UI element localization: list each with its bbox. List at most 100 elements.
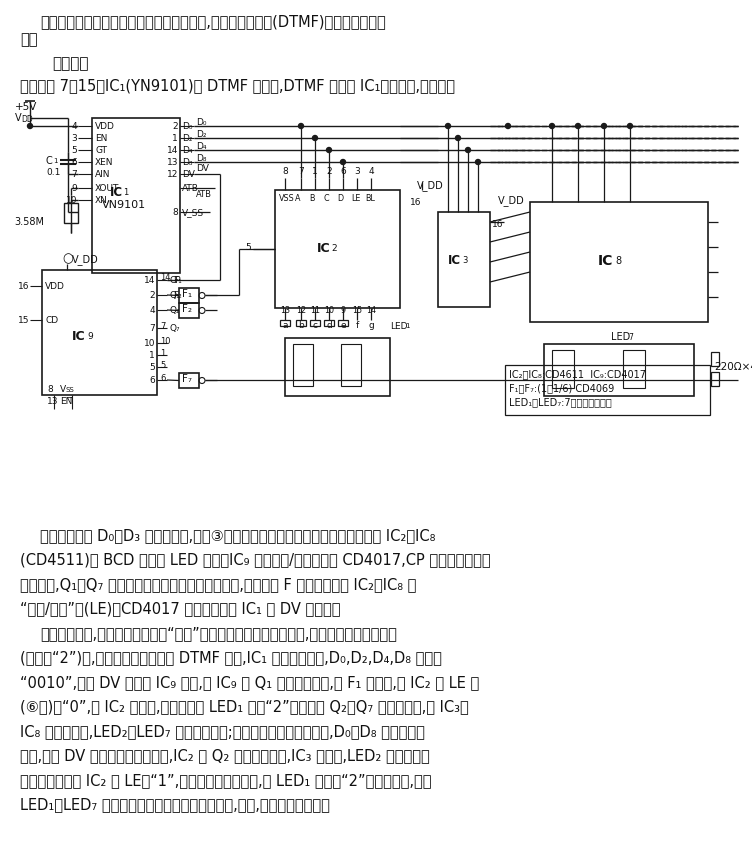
Bar xyxy=(275,190,400,308)
Text: 9: 9 xyxy=(341,306,346,315)
Text: Q₁: Q₁ xyxy=(169,291,180,300)
Bar xyxy=(179,288,199,303)
Circle shape xyxy=(326,148,332,153)
Text: F₁: F₁ xyxy=(182,289,192,299)
Text: 1: 1 xyxy=(160,349,165,358)
Text: AIN: AIN xyxy=(95,170,111,179)
Text: 1: 1 xyxy=(312,167,318,176)
Text: d: d xyxy=(326,321,332,330)
Text: F₂: F₂ xyxy=(173,291,182,300)
Text: IC: IC xyxy=(72,330,86,343)
Text: V_DD: V_DD xyxy=(417,180,444,191)
Text: 7: 7 xyxy=(160,322,165,331)
Text: 4: 4 xyxy=(150,306,155,315)
Circle shape xyxy=(550,123,554,129)
Circle shape xyxy=(299,123,304,129)
Text: 电话摘机,显示器得电而处于“待命”状态。设电话号码为七位数,当摘机者拨第一位数字: 电话摘机,显示器得电而处于“待命”状态。设电话号码为七位数,当摘机者拨第一位数字 xyxy=(40,626,397,641)
Text: D₀: D₀ xyxy=(182,122,193,131)
Text: 4: 4 xyxy=(368,167,374,176)
Bar xyxy=(711,352,719,366)
Text: A: A xyxy=(295,194,301,203)
Bar xyxy=(280,320,290,326)
Text: 3: 3 xyxy=(71,134,77,143)
Text: 12: 12 xyxy=(167,170,178,179)
Text: 8: 8 xyxy=(615,256,621,266)
Text: 10: 10 xyxy=(144,339,155,348)
Text: ○: ○ xyxy=(62,252,73,265)
Text: 10: 10 xyxy=(65,196,77,205)
Text: ATB: ATB xyxy=(196,190,212,199)
Circle shape xyxy=(465,148,471,153)
Text: (假设为“2”)时,电话机便产生相应的 DTMF 信号,IC₁ 收到此信号后,D₀,D₂,D₄,D₈ 便输出: (假设为“2”)时,电话机便产生相应的 DTMF 信号,IC₁ 收到此信号后,D… xyxy=(20,651,442,665)
Text: 2: 2 xyxy=(150,291,155,300)
Text: Q₇: Q₇ xyxy=(169,324,180,333)
Text: 5: 5 xyxy=(71,146,77,155)
Text: F₂: F₂ xyxy=(182,304,192,314)
Text: +5V: +5V xyxy=(15,102,38,112)
Text: 7: 7 xyxy=(298,167,304,176)
Text: D₂: D₂ xyxy=(182,134,193,143)
Text: 15: 15 xyxy=(17,316,29,325)
Text: 5: 5 xyxy=(160,361,165,370)
Text: Q₂: Q₂ xyxy=(169,306,180,315)
Text: 14: 14 xyxy=(160,273,171,282)
Text: 电路见图 7－15。IC₁(YN9101)为 DTMF 译码块,DTMF 信号自 IC₁␇脚进入,被译成四: 电路见图 7－15。IC₁(YN9101)为 DTMF 译码块,DTMF 信号自… xyxy=(20,78,455,93)
Text: VN9101: VN9101 xyxy=(102,200,146,210)
Text: 6: 6 xyxy=(149,376,155,385)
Text: 14: 14 xyxy=(144,276,155,285)
Text: DV: DV xyxy=(182,170,195,179)
Text: 数输入端,Q₁～Q₇ 随计数脉冲的输入依次出现高电平,经反相器 F 倒相后去控制 IC₂～IC₈ 的: 数输入端,Q₁～Q₇ 随计数脉冲的输入依次出现高电平,经反相器 F 倒相后去控制… xyxy=(20,577,417,592)
Text: “锁存/片选”端(LE)。CD4017 的计数脉冲由 IC₁ 的 DV 端提供。: “锁存/片选”端(LE)。CD4017 的计数脉冲由 IC₁ 的 DV 端提供。 xyxy=(20,602,341,616)
Text: SS: SS xyxy=(66,387,74,393)
Bar xyxy=(544,344,694,396)
Text: 7: 7 xyxy=(628,333,633,342)
Bar xyxy=(293,344,313,386)
Circle shape xyxy=(28,123,32,129)
Text: 号码。此时由于 IC₂ 的 LE＝“1”,故第一位号码被锁存,即 LED₁ 仍显示“2”。如此继续,直至: 号码。此时由于 IC₂ 的 LE＝“1”,故第一位号码被锁存,即 LED₁ 仍显… xyxy=(20,773,432,788)
Text: C: C xyxy=(46,156,53,166)
Text: DV: DV xyxy=(196,164,209,173)
Text: 9: 9 xyxy=(71,184,77,193)
Text: 2: 2 xyxy=(326,167,332,176)
Text: EN̅: EN̅ xyxy=(60,397,72,406)
Text: D₄: D₄ xyxy=(182,146,193,155)
Text: 8: 8 xyxy=(172,208,178,217)
Text: V: V xyxy=(15,113,22,123)
Text: GT: GT xyxy=(95,146,107,155)
Circle shape xyxy=(575,123,581,129)
Text: 3.58M: 3.58M xyxy=(14,217,44,227)
Text: CD: CD xyxy=(45,316,58,325)
Text: 改变,同时 DV 输出第二个触发信号,IC₂ 的 Q₂ 端变为高电平,IC₃ 被选通,LED₂ 显示第二位: 改变,同时 DV 输出第二个触发信号,IC₂ 的 Q₂ 端变为高电平,IC₃ 被… xyxy=(20,748,429,764)
Text: 本拨号显示装置能使所拨电话号码一目了然,适用于双音多频(DTMF)拨号方式的电话: 本拨号显示装置能使所拨电话号码一目了然,适用于双音多频(DTMF)拨号方式的电话 xyxy=(40,14,386,29)
Text: VDD: VDD xyxy=(95,122,115,131)
Text: D₄: D₄ xyxy=(196,142,207,151)
Text: IC: IC xyxy=(110,186,123,199)
Text: LED: LED xyxy=(390,322,408,331)
Text: F₁: F₁ xyxy=(173,276,182,285)
Text: IC₈ 不能被选通,LED₂～LED₇ 也不显示数字;当继续拨下第二位数字时,D₀～D₈ 的输出相应: IC₈ 不能被选通,LED₂～LED₇ 也不显示数字;当继续拨下第二位数字时,D… xyxy=(20,724,425,739)
Text: 6: 6 xyxy=(160,374,165,383)
Text: EN: EN xyxy=(95,134,108,143)
Text: LED: LED xyxy=(611,332,630,342)
Text: (CD4511)的 BCD 码驱动 LED 显示。IC₉ 为十进制/时序译码器 CD4017,CP 端为其上升沿计: (CD4511)的 BCD 码驱动 LED 显示。IC₉ 为十进制/时序译码器 … xyxy=(20,552,490,568)
Bar xyxy=(64,203,78,223)
Text: D₂: D₂ xyxy=(196,130,207,139)
Text: (⑥脚)置“0”,则 IC₂ 被选通,译码并驱动 LED₁ 显示“2”。因这时 Q₂～Q₇ 端为低电平,故 IC₃～: (⑥脚)置“0”,则 IC₂ 被选通,译码并驱动 LED₁ 显示“2”。因这时 … xyxy=(20,700,468,715)
Text: LED₁～LED₇:7位共阴极数码管: LED₁～LED₇:7位共阴极数码管 xyxy=(509,397,611,407)
Text: DD: DD xyxy=(21,115,33,124)
Text: CP: CP xyxy=(169,276,180,285)
Text: D₈: D₈ xyxy=(196,154,207,163)
Bar xyxy=(324,320,334,326)
Bar xyxy=(179,373,199,388)
Circle shape xyxy=(313,135,317,141)
Text: F₇: F₇ xyxy=(182,374,192,384)
Bar xyxy=(552,350,574,388)
Text: IC₂～IC₈:CD4611  IC₉:CD4017: IC₂～IC₈:CD4611 IC₉:CD4017 xyxy=(509,369,646,379)
Circle shape xyxy=(602,123,607,129)
Text: 位二进制码从 D₀～D₃ 端并行输出,同时③脚输出一触发信号。并行的译码信号通过 IC₂～IC₈: 位二进制码从 D₀～D₃ 端并行输出,同时③脚输出一触发信号。并行的译码信号通过… xyxy=(40,528,435,543)
Bar xyxy=(310,320,320,326)
Text: XOUT: XOUT xyxy=(95,184,120,193)
Text: 16: 16 xyxy=(410,198,422,207)
Circle shape xyxy=(475,160,481,165)
Text: BL: BL xyxy=(365,194,375,203)
